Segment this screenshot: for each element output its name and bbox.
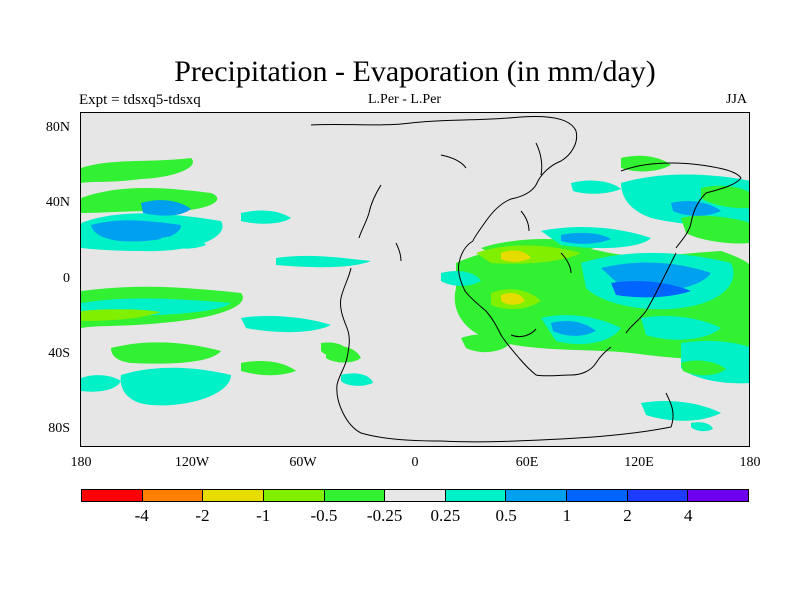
colorbar-box <box>567 490 628 501</box>
lat-label-eq: 0 <box>63 271 70 286</box>
colorbar-box <box>203 490 264 501</box>
colorbar-label: 0.5 <box>495 506 517 525</box>
map-panel <box>80 112 750 447</box>
colorbar-label: -2 <box>195 506 210 525</box>
lon-label-60e: 60E <box>515 455 539 470</box>
colorbar-box <box>506 490 568 501</box>
colorbar-box <box>324 490 386 501</box>
colorbar-label: 0.25 <box>430 506 461 525</box>
plot-title: Precipitation - Evaporation (in mm/day) <box>174 55 656 88</box>
map-field <box>81 116 749 443</box>
contour-field <box>81 155 749 432</box>
experiment-label: Expt = tdsxq5-tdsxq <box>79 92 201 108</box>
colorbar-box <box>385 490 446 501</box>
colorbar-label: -0.25 <box>366 506 403 525</box>
colorbar-label: -1 <box>256 506 271 525</box>
lon-label-120w: 120W <box>174 455 210 470</box>
colorbar-label: 1 <box>562 506 572 525</box>
colorbar-box <box>142 490 204 501</box>
lon-label-120e: 120E <box>624 455 654 470</box>
period-label: L.Per - L.Per <box>368 92 442 107</box>
lat-label-40s: 40S <box>48 346 70 361</box>
colorbar-box <box>82 490 143 501</box>
coastline <box>310 116 742 443</box>
season-label: JJA <box>726 92 748 107</box>
lon-label-180w: 180 <box>70 455 92 470</box>
colorbar <box>81 489 749 502</box>
colorbar-label: 4 <box>684 506 693 525</box>
lat-label-80s: 80S <box>48 421 70 436</box>
colorbar-box <box>688 490 749 501</box>
colorbar-label: -0.5 <box>310 506 338 525</box>
lon-label-0: 0 <box>411 455 419 470</box>
lat-label-40n: 40N <box>45 195 70 210</box>
colorbar-label: 2 <box>623 506 632 525</box>
colorbar-box <box>445 490 507 501</box>
lon-label-180e: 180 <box>739 455 761 470</box>
colorbar-box <box>627 490 689 501</box>
lat-label-80n: 80N <box>45 120 70 135</box>
colorbar-label: -4 <box>134 506 149 525</box>
colorbar-box <box>263 490 325 501</box>
lon-label-60w: 60W <box>289 455 317 470</box>
